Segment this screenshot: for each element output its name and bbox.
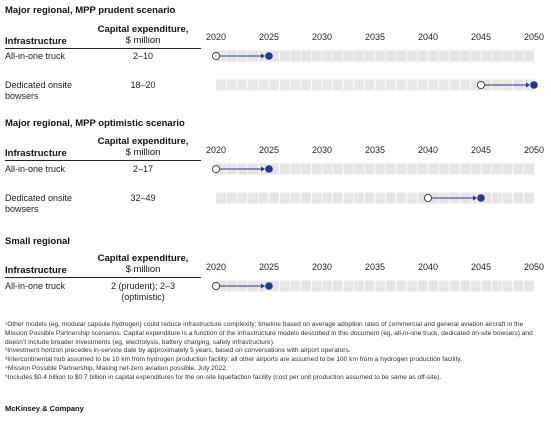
x-tick-label: 2025 — [259, 145, 279, 155]
start-marker — [476, 80, 486, 90]
capex-header-title: Capital expenditure, — [97, 136, 189, 147]
header-rule — [5, 160, 201, 161]
arrow-head — [261, 166, 265, 172]
section-title-small-regional: Small regional — [5, 236, 70, 247]
end-marker — [265, 52, 273, 60]
infrastructure-header: Infrastructure — [5, 36, 67, 47]
end-marker — [477, 194, 485, 202]
x-tick-label: 2040 — [418, 145, 438, 155]
x-tick-label: 2040 — [418, 262, 438, 272]
x-tick-label: 2035 — [365, 32, 385, 42]
x-tick-label: 2030 — [312, 262, 332, 272]
capex-header-unit: $ million — [125, 264, 161, 275]
capex-header: Capital expenditure, $ million — [88, 253, 198, 275]
x-tick-label: 2030 — [312, 145, 332, 155]
row-capex: 2–10 — [132, 51, 154, 61]
footnotes: ¹Other models (eg, modular capsule hydro… — [5, 321, 545, 383]
start-marker — [211, 164, 221, 174]
capex-header-unit: $ million — [125, 147, 161, 158]
row-label: Dedicated onsite bowsers — [5, 80, 73, 101]
x-tick-label: 2050 — [524, 145, 544, 155]
capex-header-title: Capital expenditure, — [97, 24, 189, 35]
row-label: Dedicated onsite bowsers — [5, 193, 73, 214]
capex-header: Capital expenditure, $ million — [88, 136, 198, 158]
brand-logo-text: McKinsey & Company — [5, 404, 84, 413]
arrow-head — [526, 82, 530, 88]
infrastructure-header: Infrastructure — [5, 265, 67, 276]
x-tick-label: 2035 — [365, 145, 385, 155]
capex-header-title: Capital expenditure, — [97, 253, 189, 264]
capex-header-unit: $ million — [125, 35, 161, 46]
row-capex: 18–20 — [130, 80, 156, 90]
infrastructure-header: Infrastructure — [5, 148, 67, 159]
x-tick-label: 2020 — [206, 262, 226, 272]
row-label: All-in-one truck — [5, 164, 66, 174]
start-marker — [423, 193, 433, 203]
footnote: ¹Other models (eg, modular capsule hydro… — [5, 321, 533, 346]
row-capex: 32–49 — [130, 193, 156, 203]
x-tick-label: 2030 — [312, 32, 332, 42]
row-label: All-in-one truck — [5, 51, 66, 61]
x-tick-label: 2040 — [418, 32, 438, 42]
arrow-head — [261, 53, 265, 59]
end-marker — [265, 282, 273, 290]
footnote: ⁴Mission Possible Partnership, Making ne… — [5, 364, 228, 372]
start-marker — [211, 281, 221, 291]
arrow-head — [261, 283, 265, 289]
end-marker — [265, 165, 273, 173]
x-tick-label: 2025 — [259, 32, 279, 42]
row-capex: 2 (prudent); 2–3 (optimistic) — [110, 281, 176, 302]
x-tick-label: 2025 — [259, 262, 279, 272]
x-tick-label: 2045 — [471, 145, 491, 155]
section-title-optimistic: Major regional, MPP optimistic scenario — [5, 118, 185, 129]
x-tick-label: 2020 — [206, 145, 226, 155]
capex-header: Capital expenditure, $ million — [88, 24, 198, 46]
header-rule — [5, 277, 201, 278]
x-tick-label: 2035 — [365, 262, 385, 272]
footnote: ³Intercontinental hub assumed to be 10 k… — [5, 356, 462, 364]
row-label: All-in-one truck — [5, 281, 66, 291]
section-title-prudent: Major regional, MPP prudent scenario — [5, 5, 176, 16]
x-tick-label: 2050 — [524, 32, 544, 42]
x-tick-label: 2020 — [206, 32, 226, 42]
arrow-head — [473, 195, 477, 201]
end-marker — [530, 81, 538, 89]
x-tick-label: 2045 — [471, 32, 491, 42]
row-capex: 2–17 — [132, 164, 154, 174]
start-marker — [211, 51, 221, 61]
x-tick-label: 2050 — [524, 262, 544, 272]
header-rule — [5, 48, 201, 49]
footnote: ²Investment horizon precedes in-service … — [5, 347, 351, 355]
footnote: ⁵Includes $0.4 billion to $0.7 billion i… — [5, 373, 442, 381]
x-tick-label: 2045 — [471, 262, 491, 272]
